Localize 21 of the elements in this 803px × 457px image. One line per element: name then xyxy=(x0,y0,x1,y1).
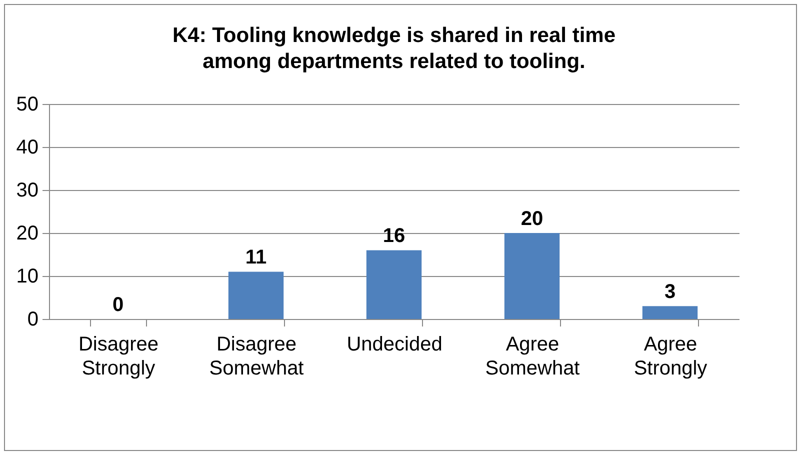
y-tick-label: 50 xyxy=(16,94,38,116)
data-label: 0 xyxy=(112,294,124,316)
x-tick-label: Undecided xyxy=(346,334,442,356)
y-tick-label: 30 xyxy=(16,180,38,202)
y-tick-label: 10 xyxy=(16,266,38,288)
data-label: 11 xyxy=(245,246,267,269)
data-label: 3 xyxy=(664,281,676,304)
y-tick-label: 40 xyxy=(16,136,38,158)
x-tick-label: Agree Somewhat xyxy=(485,334,580,380)
x-tick-label: Disagree Somewhat xyxy=(209,334,304,380)
bar xyxy=(504,233,560,319)
bar xyxy=(228,272,284,319)
x-tick-label: Disagree Strongly xyxy=(78,334,159,380)
data-label: 16 xyxy=(382,225,406,248)
chart-title: K4: Tooling knowledge is shared in real time among departments related to tooling. xyxy=(172,24,616,73)
x-tick-label: Agree Strongly xyxy=(634,334,708,380)
data-label: 20 xyxy=(520,208,544,230)
y-tick-label: 20 xyxy=(16,222,38,244)
bar xyxy=(642,306,698,319)
bar xyxy=(366,250,422,319)
y-tick-label: 0 xyxy=(27,308,38,330)
